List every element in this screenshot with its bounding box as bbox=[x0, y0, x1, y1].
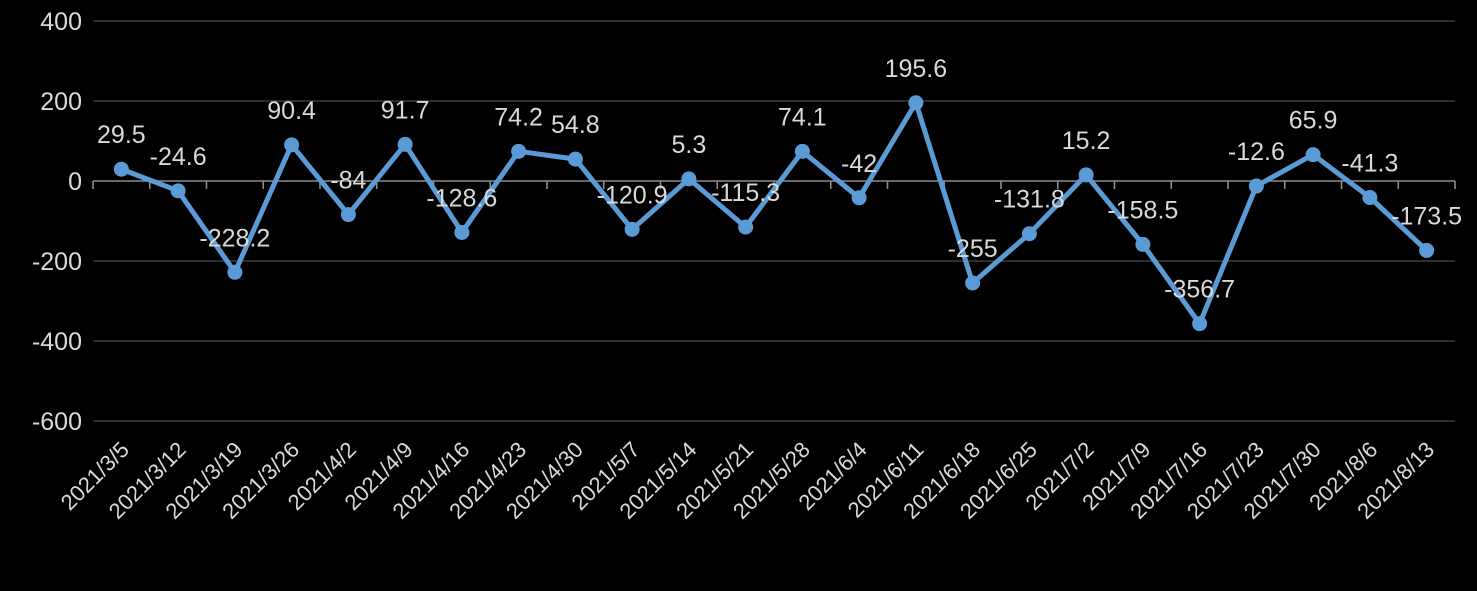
data-label: 29.5 bbox=[97, 121, 146, 149]
y-axis-tick-label: -600 bbox=[32, 408, 82, 436]
data-point bbox=[1362, 190, 1378, 206]
data-label: -120.9 bbox=[597, 181, 668, 209]
data-label: -158.5 bbox=[1107, 196, 1178, 224]
data-point bbox=[1192, 316, 1208, 332]
data-point bbox=[681, 171, 697, 187]
data-point bbox=[340, 207, 356, 223]
data-label: -24.6 bbox=[150, 143, 207, 171]
y-axis-tick-label: -400 bbox=[32, 328, 82, 356]
data-label: 90.4 bbox=[267, 97, 316, 125]
data-label: -115.3 bbox=[711, 179, 780, 207]
data-line bbox=[118, 100, 1430, 327]
data-label: -84 bbox=[330, 167, 366, 195]
data-point bbox=[965, 275, 981, 291]
data-label: 5.3 bbox=[671, 131, 706, 159]
data-label: -41.3 bbox=[1341, 150, 1398, 178]
data-point bbox=[1021, 226, 1037, 242]
data-label: 91.7 bbox=[381, 96, 430, 124]
data-point bbox=[794, 143, 810, 159]
data-label: -128.6 bbox=[426, 184, 497, 212]
data-point bbox=[624, 221, 640, 237]
data-label: 15.2 bbox=[1062, 127, 1111, 155]
data-label: -356.7 bbox=[1164, 276, 1235, 304]
data-label: 74.1 bbox=[778, 103, 827, 131]
data-point bbox=[1419, 242, 1435, 258]
data-label: 74.2 bbox=[494, 103, 543, 131]
data-point bbox=[454, 224, 470, 240]
data-point bbox=[397, 136, 413, 152]
data-point bbox=[908, 95, 924, 111]
data-point bbox=[851, 190, 867, 206]
data-point bbox=[170, 183, 186, 199]
data-point bbox=[1248, 178, 1264, 194]
y-axis-tick-label: 0 bbox=[68, 168, 82, 196]
data-label: -173.5 bbox=[1391, 202, 1462, 230]
data-point bbox=[511, 143, 527, 159]
data-point bbox=[284, 137, 300, 153]
data-point bbox=[567, 151, 583, 167]
data-label: 54.8 bbox=[551, 111, 600, 139]
data-point bbox=[1305, 147, 1321, 163]
data-point bbox=[738, 219, 754, 235]
data-label: -255 bbox=[948, 235, 998, 263]
data-point bbox=[227, 264, 243, 280]
data-label: -131.8 bbox=[994, 186, 1065, 214]
y-axis-tick-label: -200 bbox=[32, 248, 82, 276]
data-label: -12.6 bbox=[1228, 138, 1285, 166]
y-axis-tick-label: 200 bbox=[40, 88, 82, 116]
data-point bbox=[1135, 236, 1151, 252]
data-label: -228.2 bbox=[199, 224, 270, 252]
y-axis-tick-label: 400 bbox=[40, 8, 82, 36]
data-point bbox=[1078, 167, 1094, 183]
data-label: -42 bbox=[841, 150, 877, 178]
data-label: 65.9 bbox=[1289, 107, 1338, 135]
data-point bbox=[113, 161, 129, 177]
data-label: 195.6 bbox=[885, 55, 948, 83]
